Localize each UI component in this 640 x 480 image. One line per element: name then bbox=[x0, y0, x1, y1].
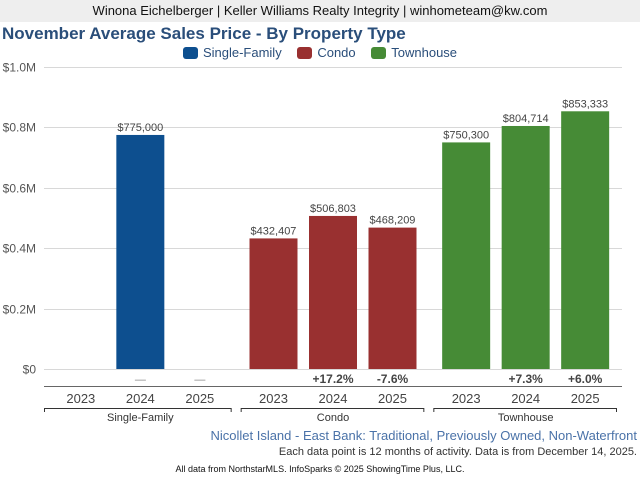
legend-label: Condo bbox=[317, 45, 356, 60]
legend-swatch-townhouse bbox=[371, 46, 387, 59]
x-tick-label: 2025 bbox=[378, 391, 407, 406]
legend: Single-Family Condo Townhouse bbox=[0, 45, 640, 62]
y-tick-label: $0.6M bbox=[3, 182, 36, 196]
data-label: $775,000 bbox=[117, 122, 163, 134]
group-label: Townhouse bbox=[498, 412, 554, 424]
bar-single-family-2024 bbox=[116, 134, 165, 369]
y-tick-label: $0.2M bbox=[3, 303, 36, 317]
bar-condo-2025 bbox=[368, 227, 417, 369]
x-tick-label: 2025 bbox=[571, 391, 600, 406]
data-label: $432,407 bbox=[251, 225, 297, 237]
legend-label: Single-Family bbox=[202, 45, 282, 60]
location-filter-text: Nicollet Island - East Bank: Traditional… bbox=[210, 428, 637, 443]
group-bracket bbox=[44, 408, 232, 412]
y-tick-label: $0 bbox=[23, 363, 37, 377]
change-label: +6.0% bbox=[568, 372, 603, 386]
y-tick-label: $1.0M bbox=[3, 61, 36, 75]
group-bracket bbox=[240, 408, 425, 412]
chart-title: November Average Sales Price - By Proper… bbox=[2, 24, 406, 43]
bar-townhouse-2024 bbox=[501, 125, 550, 369]
y-tick-label: $0.8M bbox=[3, 121, 36, 135]
bar-condo-2024 bbox=[309, 215, 357, 369]
x-tick-label: 2024 bbox=[511, 391, 540, 406]
bar-condo-2023 bbox=[249, 238, 298, 369]
legend-item-single-family[interactable]: Single-Family bbox=[182, 45, 282, 60]
change-label: — bbox=[194, 374, 205, 386]
change-label: -7.6% bbox=[377, 372, 409, 386]
x-tick-label: 2024 bbox=[126, 391, 155, 406]
change-label: +7.3% bbox=[508, 372, 543, 386]
x-tick-label: 2025 bbox=[185, 391, 214, 406]
x-tick-label: 2023 bbox=[259, 391, 288, 406]
change-label: +17.2% bbox=[312, 372, 353, 386]
data-source: All data from NorthstarMLS. InfoSparks ©… bbox=[175, 464, 465, 474]
group-label: Single-Family bbox=[107, 412, 174, 424]
legend-swatch-single-family bbox=[182, 46, 198, 59]
change-label: — bbox=[135, 374, 146, 386]
data-label: $468,209 bbox=[370, 215, 416, 227]
bar-townhouse-2025 bbox=[561, 111, 610, 370]
x-tick-label: 2023 bbox=[452, 391, 481, 406]
y-tick-label: $0.4M bbox=[3, 242, 36, 256]
x-tick-label: 2023 bbox=[66, 391, 95, 406]
data-label: $506,803 bbox=[310, 203, 356, 215]
legend-item-townhouse[interactable]: Townhouse bbox=[371, 45, 457, 60]
data-label: $804,714 bbox=[503, 113, 549, 125]
legend-item-condo[interactable]: Condo bbox=[297, 45, 356, 60]
data-label: $750,300 bbox=[443, 129, 489, 141]
group-label: Condo bbox=[317, 412, 349, 424]
legend-label: Townhouse bbox=[391, 45, 458, 60]
data-label: $853,333 bbox=[562, 98, 608, 110]
bar-townhouse-2023 bbox=[442, 142, 491, 369]
agent-header: Winona Eichelberger | Keller Williams Re… bbox=[0, 0, 640, 22]
group-bracket bbox=[433, 408, 617, 412]
x-tick-label: 2024 bbox=[319, 391, 348, 406]
legend-swatch-condo bbox=[297, 46, 313, 59]
data-note: Each data point is 12 months of activity… bbox=[278, 446, 637, 458]
